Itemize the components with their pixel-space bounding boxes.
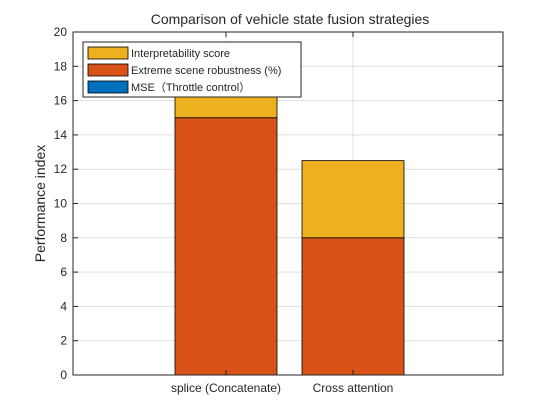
y-tick-label: 4	[60, 299, 67, 313]
legend-label: Extreme scene robustness (%)	[131, 65, 281, 77]
y-tick-label: 8	[60, 231, 67, 245]
chart-title: Comparison of vehicle state fusion strat…	[151, 11, 430, 27]
axes-box	[72, 31, 504, 376]
y-tick-label: 2	[60, 334, 67, 348]
legend-swatch	[87, 63, 129, 77]
y-tick-label: 20	[54, 25, 68, 39]
x-tick-label: Cross attention	[313, 381, 394, 395]
y-tick-label: 12	[54, 162, 68, 176]
y-tick-label: 14	[54, 128, 68, 142]
y-tick-label: 18	[54, 59, 68, 73]
y-tick-label: 16	[54, 94, 68, 108]
bar-segment	[174, 117, 278, 376]
y-tick-label: 0	[60, 368, 67, 382]
legend-label: MSE（Throttle control）	[131, 81, 250, 94]
legend-label: Interpretability score	[131, 48, 230, 60]
bar-segment	[301, 160, 405, 239]
legend-swatch	[87, 80, 129, 94]
bar-segment	[301, 237, 405, 376]
legend-swatch	[87, 46, 129, 60]
plot-area: 0 2 4 6 8 10 12 14 16 18 20 splice (Concatenate) Cro…	[54, 25, 504, 395]
y-tick-label: 10	[54, 197, 68, 211]
legend: Interpretability score Extreme scene robu…	[82, 41, 302, 98]
y-axis-label: Performance index	[32, 145, 48, 263]
x-tick-label: splice (Concatenate)	[171, 381, 281, 395]
y-tick-label: 6	[60, 265, 67, 279]
